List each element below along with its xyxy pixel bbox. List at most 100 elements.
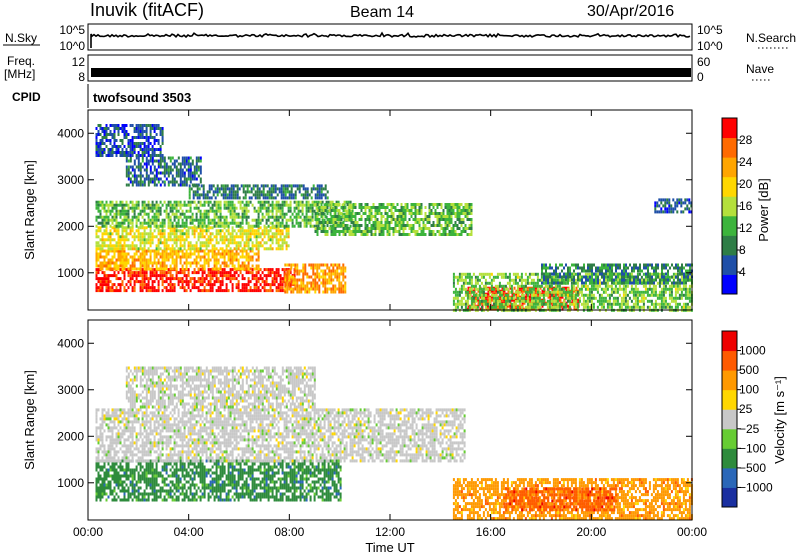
power-cell bbox=[145, 127, 148, 130]
power-cell bbox=[309, 221, 312, 225]
power-cell bbox=[173, 177, 176, 181]
power-cell bbox=[346, 212, 349, 215]
power-cell bbox=[167, 183, 170, 187]
power-cell bbox=[215, 277, 218, 281]
power-cell bbox=[328, 209, 331, 212]
power-cell bbox=[117, 249, 120, 253]
power-cell bbox=[232, 196, 235, 200]
power-cell bbox=[97, 154, 100, 157]
power-cell bbox=[111, 145, 114, 148]
power-cell bbox=[281, 238, 284, 242]
power-cell bbox=[205, 212, 208, 216]
power-cell bbox=[374, 221, 377, 224]
power-cell bbox=[141, 209, 144, 213]
power-cell bbox=[302, 284, 305, 288]
power-cell bbox=[491, 289, 494, 293]
power-cell bbox=[241, 255, 244, 259]
power-cell bbox=[151, 286, 154, 290]
power-cell bbox=[501, 298, 504, 302]
power-cell bbox=[324, 272, 327, 276]
power-cell bbox=[424, 212, 427, 215]
power-cell bbox=[185, 218, 188, 222]
power-cell bbox=[258, 193, 261, 197]
power-cell bbox=[368, 218, 371, 221]
power-cell bbox=[493, 307, 496, 311]
power-cell bbox=[322, 278, 325, 282]
power-cell bbox=[139, 247, 142, 251]
power-cell bbox=[157, 289, 160, 293]
power-cell bbox=[277, 206, 280, 210]
power-cell bbox=[247, 232, 250, 236]
power-cell bbox=[318, 272, 321, 276]
power-cell bbox=[129, 148, 132, 151]
power-cell bbox=[482, 275, 485, 279]
power-cell bbox=[598, 293, 601, 297]
power-cell bbox=[145, 133, 148, 136]
power-cell bbox=[157, 224, 160, 228]
power-cell bbox=[109, 203, 112, 207]
power-cell bbox=[194, 184, 197, 188]
power-cell bbox=[496, 296, 499, 300]
power-cell bbox=[161, 226, 164, 230]
power-cell bbox=[420, 203, 423, 206]
power-cell bbox=[491, 307, 494, 311]
power-cell bbox=[218, 190, 221, 194]
power-cell bbox=[462, 302, 465, 306]
power-cell bbox=[329, 200, 332, 204]
power-cell bbox=[185, 252, 188, 256]
power-cell bbox=[153, 271, 156, 275]
power-cell bbox=[157, 249, 160, 253]
power-cell bbox=[237, 261, 240, 265]
power-cell bbox=[119, 238, 122, 242]
power-cell bbox=[189, 221, 192, 225]
power-cell bbox=[161, 136, 164, 139]
power-cell bbox=[320, 196, 323, 200]
power-cell bbox=[181, 171, 184, 175]
power-cell bbox=[279, 224, 282, 228]
power-cell bbox=[129, 156, 132, 160]
power-cell bbox=[163, 183, 166, 187]
power-cell bbox=[277, 271, 280, 275]
power-cell bbox=[424, 227, 427, 230]
power-cell bbox=[199, 165, 202, 169]
power-cell bbox=[99, 139, 102, 142]
power-cell bbox=[330, 221, 333, 224]
power-cell bbox=[115, 209, 118, 213]
power-cell bbox=[294, 190, 297, 194]
nave-label: Nave bbox=[746, 62, 774, 76]
power-cell bbox=[237, 212, 240, 216]
power-cell bbox=[404, 209, 407, 212]
power-cell bbox=[458, 218, 461, 221]
power-cell bbox=[398, 221, 401, 224]
power-cell bbox=[99, 148, 102, 151]
power-cell bbox=[466, 206, 469, 209]
power-cell bbox=[420, 209, 423, 212]
power-cell bbox=[314, 212, 317, 215]
power-cell bbox=[141, 277, 144, 281]
power-cell bbox=[225, 215, 228, 219]
power-cell bbox=[115, 247, 118, 251]
power-cell bbox=[205, 209, 208, 213]
power-cell bbox=[99, 280, 102, 284]
power-cell bbox=[236, 193, 239, 197]
power-cell bbox=[147, 286, 150, 290]
power-cell bbox=[288, 184, 291, 188]
power-cell bbox=[169, 286, 172, 290]
power-cell bbox=[277, 200, 280, 204]
power-cell bbox=[315, 206, 318, 210]
power-cell bbox=[446, 203, 449, 206]
power-cell bbox=[310, 266, 313, 270]
power-cell bbox=[464, 224, 467, 227]
power-cell bbox=[241, 286, 244, 290]
power-cell bbox=[327, 200, 330, 204]
power-cell bbox=[147, 139, 150, 142]
power-cell bbox=[285, 247, 288, 251]
power-cell bbox=[344, 281, 347, 285]
power-cell bbox=[564, 302, 567, 306]
power-cell bbox=[119, 252, 122, 256]
power-cell bbox=[195, 286, 198, 290]
power-heatmap-cells bbox=[95, 124, 693, 312]
power-cell bbox=[167, 244, 170, 248]
power-cell bbox=[165, 244, 168, 248]
power-cell bbox=[538, 278, 541, 282]
